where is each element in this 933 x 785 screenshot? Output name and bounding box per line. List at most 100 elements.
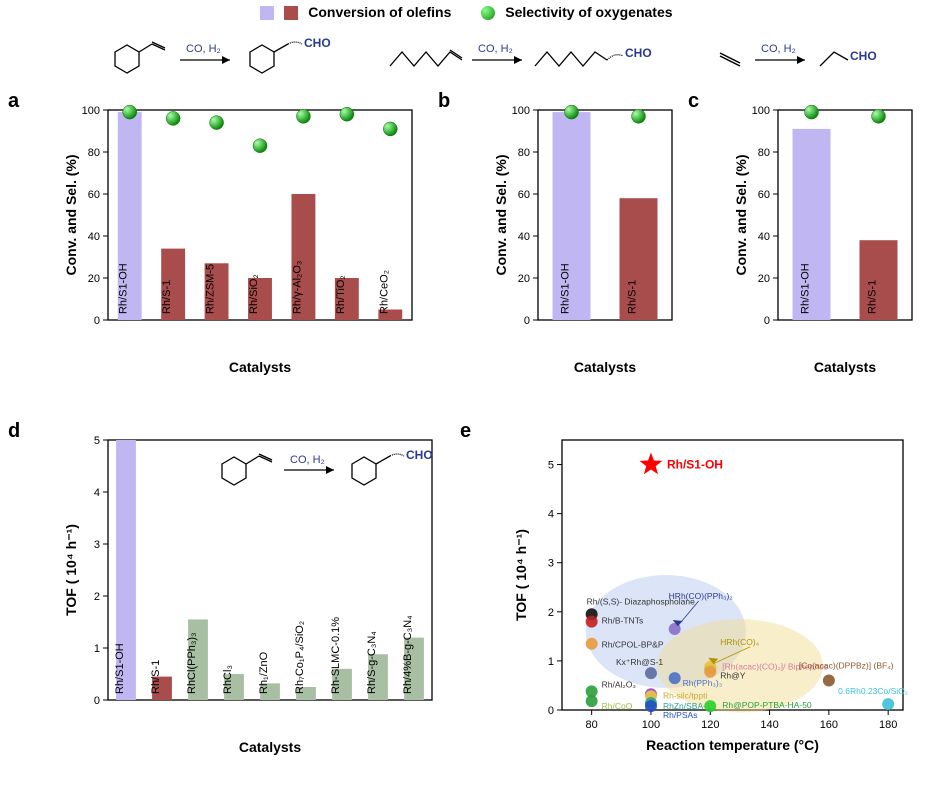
svg-text:Rh@Y: Rh@Y [720, 670, 745, 680]
reactions-svg: CO, H₂ CHO CO, H₂ CHO CO, H₂ [60, 30, 920, 85]
legend-swatch-purple [260, 6, 274, 20]
svg-text:Conv. and Sel. (%): Conv. and Sel. (%) [733, 154, 749, 275]
reaction-schemes: CO, H₂ CHO CO, H₂ CHO CO, H₂ [60, 30, 920, 80]
svg-text:Rh/CPOL-BP&P: Rh/CPOL-BP&P [602, 640, 664, 650]
svg-text:Catalysts: Catalysts [574, 359, 636, 375]
svg-text:2: 2 [94, 591, 100, 603]
svg-text:0: 0 [94, 695, 100, 707]
svg-text:Rh/S1-OH: Rh/S1-OH [800, 263, 812, 314]
plot-area: 0 1 2 3 4 5 Rh/S1-OH Rh/S-1 RhCl(PPh₃)₃ RhCl₃ Rh₁/… [60, 430, 440, 760]
svg-text:Rh/S1-OH: Rh/S1-OH [667, 458, 723, 472]
svg-text:Rh/CeO₂: Rh/CeO₂ [378, 270, 390, 314]
svg-text:100: 100 [512, 105, 530, 117]
svg-text:RhCl(PPh₃)₃: RhCl(PPh₃)₃ [186, 632, 198, 694]
svg-text:100: 100 [752, 105, 770, 117]
svg-text:Rh-SLMC-0.1%: Rh-SLMC-0.1% [330, 617, 342, 694]
svg-text:Rh/B-TNTs: Rh/B-TNTs [602, 616, 644, 626]
label-c: c [688, 90, 699, 113]
svg-text:40: 40 [758, 231, 770, 243]
svg-text:Rh/SiO₂: Rh/SiO₂ [248, 274, 260, 314]
svg-text:HRh(CO)₄: HRh(CO)₄ [720, 637, 759, 647]
svg-text:80: 80 [518, 147, 530, 159]
reagents-1: CO, H₂ [186, 43, 221, 55]
svg-text:0: 0 [94, 315, 100, 327]
svg-text:100: 100 [82, 105, 100, 117]
svg-text:Rh₇Co₁P₄/SiO₂: Rh₇Co₁P₄/SiO₂ [294, 621, 306, 694]
plot-area: 020406080100Rh/S1-OHRh/S-1Rh/ZSM-5Rh/SiO… [60, 100, 420, 380]
svg-text:Rh/γ-Al₂O₃: Rh/γ-Al₂O₃ [291, 261, 303, 314]
svg-text:160: 160 [820, 719, 838, 731]
svg-text:0: 0 [524, 315, 530, 327]
svg-text:Catalysts: Catalysts [814, 359, 876, 375]
legend-swatch-red [284, 6, 298, 20]
cho-3: CHO [850, 49, 877, 63]
label-e: e [460, 420, 471, 443]
legend-selectivity-label: Selectivity of oxygenates [505, 4, 672, 20]
label-a: a [8, 90, 19, 113]
plot-area: 020406080100Rh/S1-OHRh/S-1Conv. and Sel.… [490, 100, 680, 380]
cho-2: CHO [625, 46, 652, 60]
svg-text:RhCl₃: RhCl₃ [222, 665, 234, 694]
svg-text:CO, H₂: CO, H₂ [290, 454, 325, 466]
svg-text:Rh/S-1: Rh/S-1 [627, 280, 639, 314]
legend-conversion: Conversion of olefins [260, 4, 451, 20]
label-b: b [438, 90, 450, 113]
reagents-3: CO, H₂ [761, 43, 796, 55]
svg-text:Rh@POP-PTBA-HA-50: Rh@POP-PTBA-HA-50 [722, 700, 812, 710]
svg-text:0: 0 [548, 705, 554, 717]
svg-text:60: 60 [518, 189, 530, 201]
svg-text:Rh/CoO: Rh/CoO [602, 701, 633, 711]
svg-text:140: 140 [760, 719, 778, 731]
svg-text:Rh/S1-OH: Rh/S1-OH [114, 643, 126, 694]
chart-e: 01234580100120140160180Rh/(S,S)- Diazaph… [510, 430, 915, 760]
reagents-2: CO, H₂ [478, 43, 513, 55]
svg-text:Reaction temperature (°C): Reaction temperature (°C) [646, 737, 819, 753]
plot-area: 01234580100120140160180Rh/(S,S)- Diazaph… [510, 430, 915, 760]
chart-a: 020406080100Rh/S1-OHRh/S-1Rh/ZSM-5Rh/SiO… [60, 100, 420, 380]
cho-1: CHO [304, 36, 331, 50]
svg-text:1: 1 [548, 656, 554, 668]
svg-text:Rh₁/ZnO: Rh₁/ZnO [258, 651, 270, 694]
svg-text:5: 5 [548, 460, 554, 472]
svg-text:Rh/S-1: Rh/S-1 [150, 660, 162, 694]
svg-text:Rh/S-1: Rh/S-1 [867, 280, 879, 314]
svg-text:Conv. and Sel. (%): Conv. and Sel. (%) [493, 154, 509, 275]
svg-text:2: 2 [548, 607, 554, 619]
svg-text:100: 100 [642, 719, 660, 731]
svg-text:80: 80 [586, 719, 598, 731]
svg-text:Rh/S1-OH: Rh/S1-OH [118, 263, 130, 314]
plot-area: 020406080100Rh/S1-OHRh/S-1Conv. and Sel.… [730, 100, 920, 380]
svg-text:HRh(CO)(PPh₃)₂: HRh(CO)(PPh₃)₂ [669, 591, 733, 601]
chart-b: 020406080100Rh/S1-OHRh/S-1Conv. and Sel.… [490, 100, 680, 380]
svg-text:Rh/PSAs: Rh/PSAs [663, 710, 698, 720]
svg-text:60: 60 [88, 189, 100, 201]
svg-text:1: 1 [94, 643, 100, 655]
svg-text:120: 120 [701, 719, 719, 731]
svg-text:Rh-silc/tppti: Rh-silc/tppti [663, 690, 708, 700]
svg-text:Rh/S-g-C₃N₄: Rh/S-g-C₃N₄ [366, 631, 378, 694]
svg-text:4: 4 [548, 509, 554, 521]
svg-text:20: 20 [88, 273, 100, 285]
svg-text:3: 3 [94, 539, 100, 551]
svg-text:5: 5 [94, 435, 100, 447]
label-d: d [8, 420, 20, 443]
svg-text:40: 40 [518, 231, 530, 243]
svg-text:4: 4 [94, 487, 100, 499]
svg-text:Rh/S-1: Rh/S-1 [161, 280, 173, 314]
svg-text:0.6Rh0.23Co/SiO₂: 0.6Rh0.23Co/SiO₂ [838, 686, 908, 696]
svg-text:Rh/Al₂O₃: Rh/Al₂O₃ [602, 679, 636, 689]
svg-text:Rh/4%B-g-C₃N₄: Rh/4%B-g-C₃N₄ [402, 615, 414, 694]
chart-d: 0 1 2 3 4 5 Rh/S1-OH Rh/S-1 RhCl(PPh₃)₃ RhCl₃ Rh₁/… [60, 430, 440, 760]
svg-text:[Co(acac)(DPPBz)] (BF₄): [Co(acac)(DPPBz)] (BF₄) [799, 661, 894, 671]
svg-text:CHO: CHO [406, 448, 433, 462]
svg-text:Rh/ZSM-5: Rh/ZSM-5 [205, 264, 217, 314]
svg-text:180: 180 [879, 719, 897, 731]
svg-text:TOF ( 10⁴ h⁻¹): TOF ( 10⁴ h⁻¹) [63, 524, 79, 616]
svg-text:Rh(PPh₃)₃: Rh(PPh₃)₃ [683, 678, 723, 688]
legend-row: Conversion of olefins Selectivity of oxy… [0, 4, 933, 20]
chart-c: 020406080100Rh/S1-OHRh/S-1Conv. and Sel.… [730, 100, 920, 380]
svg-text:3: 3 [548, 558, 554, 570]
svg-text:Kx⁺Rh@S-1: Kx⁺Rh@S-1 [616, 657, 663, 667]
svg-text:80: 80 [88, 147, 100, 159]
svg-text:20: 20 [758, 273, 770, 285]
